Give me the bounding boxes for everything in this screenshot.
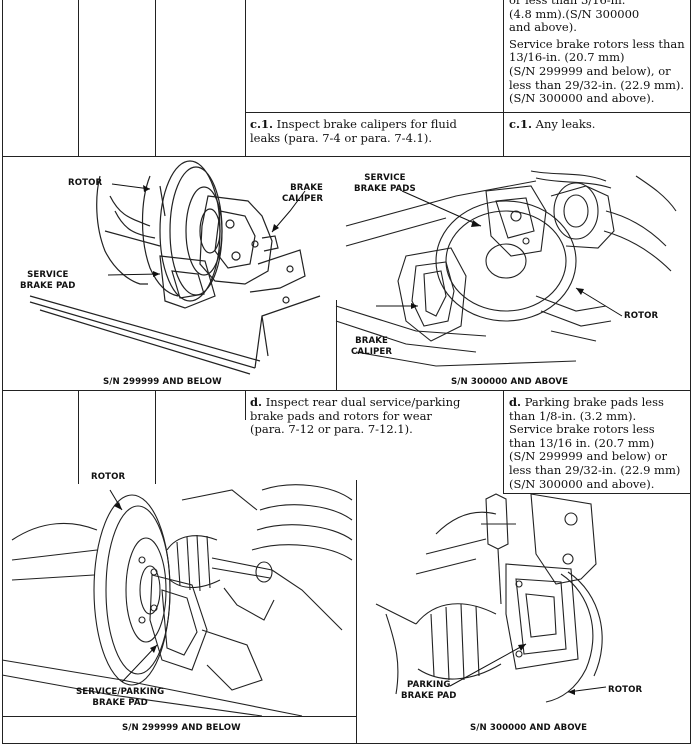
pad-label-line1: SERVICE xyxy=(27,270,69,280)
procedure-d-line2: brake pads and rotors for wear xyxy=(250,408,432,423)
caliper-label-line2: CALIPER xyxy=(282,193,324,204)
figure1-top-rule xyxy=(2,156,690,157)
pad-label-line2: BRAKE PAD xyxy=(92,697,148,708)
pads-label-line2: BRAKE PADS xyxy=(354,183,416,194)
procedure-text: Inspect brake calipers for fluid xyxy=(273,117,457,131)
table-row-divider-c1 xyxy=(245,112,690,113)
table-column-divider-4b xyxy=(503,390,504,494)
step-label: c.1. xyxy=(509,117,533,131)
criteria-line: less than 29/32-in. (22.9 mm) xyxy=(509,462,681,477)
figure2-right-illustration xyxy=(356,494,690,716)
table-column-divider-2 xyxy=(155,0,156,156)
criteria-line: than 1/8-in. (3.2 mm). xyxy=(509,408,637,423)
table-column-divider-3 xyxy=(245,0,246,156)
criteria-line: (S/N 299999 and below), or xyxy=(509,63,671,78)
criteria-line: (S/N 299999 and below) or xyxy=(509,449,667,464)
caliper-label-line2: CALIPER xyxy=(351,346,393,357)
figure2-left-illustration xyxy=(2,480,356,716)
pad-label-line2: BRAKE PAD xyxy=(20,280,76,291)
page-bottom-border xyxy=(2,743,690,744)
pad-label-line1: PARKING xyxy=(406,680,451,690)
service-brake-pad-label: SERVICE BRAKE PAD xyxy=(20,270,76,291)
criteria-line: Service brake rotors less xyxy=(509,422,655,437)
criteria-line: and above). xyxy=(509,20,577,35)
criteria-c1: c.1. Any leaks. xyxy=(509,117,689,132)
step-label: d. xyxy=(509,395,522,409)
criteria-line: (S/N 300000 and above). xyxy=(509,91,655,106)
procedure-c1-line1: c.1. Inspect brake calipers for fluid xyxy=(250,117,500,132)
figure1-left-caption: S/N 299999 AND BELOW xyxy=(103,377,222,387)
page-right-border xyxy=(690,0,691,744)
step-label: c.1. xyxy=(250,117,274,131)
figure2-left-caption-rule xyxy=(2,716,356,717)
criteria-line: less than 29/32-in. (22.9 mm). xyxy=(509,77,685,92)
figure2-right-caption: S/N 300000 AND ABOVE xyxy=(470,723,588,733)
table-column-divider-3b xyxy=(245,390,246,420)
caliper-label-line1: BRAKE xyxy=(290,183,323,193)
criteria-line: Service brake rotors less than xyxy=(509,36,685,51)
parking-brake-pad-label: PARKING BRAKE PAD xyxy=(401,680,457,701)
criteria-line: (4.8 mm).(S/N 300000 xyxy=(509,6,640,21)
criteria-text: Any leaks. xyxy=(532,117,596,131)
table-column-divider-1 xyxy=(78,0,79,156)
criteria-text: Parking brake pads less xyxy=(521,395,664,409)
service-parking-brake-pad-label: SERVICE/PARKING BRAKE PAD xyxy=(76,687,164,708)
figure1-right-caption: S/N 300000 AND ABOVE xyxy=(451,377,569,387)
table-column-divider-2b xyxy=(155,390,156,484)
criteria-d-line1: d. Parking brake pads less xyxy=(509,395,691,410)
service-brake-pads-label: SERVICE BRAKE PADS xyxy=(354,173,416,194)
procedure-c1: c.1. Inspect brake calipers for fluid le… xyxy=(250,117,500,145)
pad-label-line1: SERVICE/PARKING xyxy=(76,687,165,697)
caliper-label-line1: BRAKE xyxy=(355,336,388,346)
figure1-right-illustration xyxy=(336,156,690,390)
table-column-divider-4 xyxy=(503,0,504,156)
figure1-bottom-rule xyxy=(2,390,690,391)
figure1-center-divider xyxy=(336,300,337,391)
rotor-label: ROTOR xyxy=(68,178,103,188)
page-left-border xyxy=(2,0,3,744)
caliper-label: BRAKE CALIPER xyxy=(351,336,392,357)
criteria-line: 13/16-in. (20.7 mm) xyxy=(509,50,625,65)
procedure-c1-line2: leaks (para. 7-4 or para. 7-4.1). xyxy=(250,130,433,145)
figure2-center-divider xyxy=(356,480,357,744)
procedure-text: Inspect rear dual service/parking xyxy=(262,395,461,409)
procedure-d: d. Inspect rear dual service/parking bra… xyxy=(250,395,500,437)
rotor-label: ROTOR xyxy=(608,685,643,695)
pads-label-line1: SERVICE xyxy=(364,173,406,183)
figure1-left-illustration xyxy=(0,156,336,390)
pad-label-line2: BRAKE PAD xyxy=(401,690,457,701)
criteria-line: than 13/16 in. (20.7 mm) xyxy=(509,435,655,450)
procedure-d-line1: d. Inspect rear dual service/parking xyxy=(250,395,500,410)
procedure-d-line3: (para. 7-12 or para. 7-12.1). xyxy=(250,422,413,437)
step-label: d. xyxy=(250,395,263,409)
table-column-divider-1b xyxy=(78,390,79,484)
criteria-d-bottom-rule xyxy=(503,493,690,494)
caliper-label: BRAKE CALIPER xyxy=(282,183,323,204)
criteria-text-top: or less than 3/16-in. (4.8 mm).(S/N 3000… xyxy=(509,0,691,106)
rotor-label: ROTOR xyxy=(91,472,126,482)
figure2-left-caption: S/N 299999 AND BELOW xyxy=(122,723,241,733)
criteria-d: d. Parking brake pads less than 1/8-in. … xyxy=(509,395,691,491)
rotor-label: ROTOR xyxy=(624,311,659,321)
criteria-line: or less than 3/16-in. xyxy=(509,0,626,7)
criteria-line: (S/N 300000 and above). xyxy=(509,476,655,491)
